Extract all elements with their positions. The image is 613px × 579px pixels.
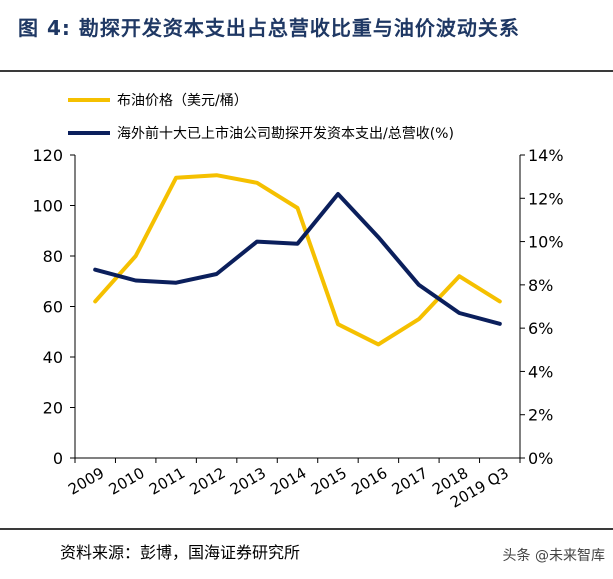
right-tick-label: 8%	[528, 276, 553, 295]
right-tick-label: 2%	[528, 406, 553, 425]
top-rule	[0, 70, 613, 72]
watermark: 头条 @未来智库	[502, 548, 605, 564]
left-tick-label: 40	[43, 348, 63, 367]
series	[93, 173, 502, 347]
right-tick-label: 6%	[528, 319, 553, 338]
x-tick-label: 2016	[348, 464, 390, 499]
legend: 布油价格（美元/桶） 海外前十大已上市油公司勘探开发资本支出/总营收(%)	[68, 93, 454, 142]
right-tick-label: 12%	[528, 189, 564, 208]
figure-title: 图 4: 勘探开发资本支出占总营收比重与油价波动关系	[18, 16, 520, 40]
legend-label: 海外前十大已上市油公司勘探开发资本支出/总营收(%)	[117, 125, 454, 142]
right-tick-label: 4%	[528, 362, 553, 381]
right-tick-label: 0%	[528, 449, 553, 468]
x-tick-label: 2009	[65, 464, 107, 499]
axes: 0204060801001200%2%4%6%8%10%12%14%200920…	[32, 146, 563, 512]
left-tick-label: 60	[43, 298, 63, 317]
right-tick-label: 10%	[528, 233, 564, 252]
left-tick-label: 0	[53, 449, 63, 468]
oil-price-line	[93, 173, 502, 347]
chart: 0204060801001200%2%4%6%8%10%12%14%200920…	[32, 93, 563, 512]
bottom-rule	[0, 528, 613, 530]
left-tick-label: 100	[32, 197, 63, 216]
capex-ratio-line	[93, 192, 502, 326]
x-tick-label: 2010	[106, 464, 148, 499]
x-tick-label: 2017	[389, 464, 431, 499]
legend-label: 布油价格（美元/桶）	[117, 93, 248, 109]
x-tick-label: 2014	[267, 464, 309, 499]
source-note: 资料来源：彭博，国海证券研究所	[60, 543, 301, 562]
x-tick-label: 2011	[146, 464, 188, 499]
left-tick-label: 20	[43, 399, 63, 418]
right-tick-label: 14%	[528, 146, 564, 165]
x-tick-label: 2015	[308, 464, 350, 499]
left-tick-label: 80	[43, 247, 63, 266]
x-tick-label: 2013	[227, 464, 269, 499]
x-tick-label: 2012	[187, 464, 229, 499]
left-tick-label: 120	[32, 146, 63, 165]
